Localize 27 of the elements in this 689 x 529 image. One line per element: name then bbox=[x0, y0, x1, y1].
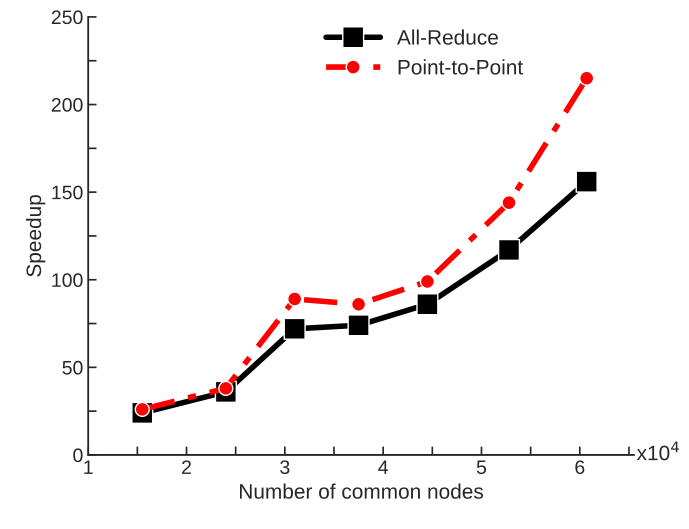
x-tick-label: 1 bbox=[84, 460, 93, 474]
x-tick-label: 6 bbox=[575, 460, 584, 474]
legend-label: Point-to-Point bbox=[398, 59, 524, 75]
y-tick-label: 150 bbox=[52, 186, 83, 200]
y-tick-label: 250 bbox=[52, 10, 83, 24]
y-tick-label: 200 bbox=[52, 98, 83, 112]
x-tick-label: 2 bbox=[182, 460, 191, 474]
point bbox=[416, 293, 439, 316]
legend-label: All-Reduce bbox=[396, 29, 498, 45]
x-axis-title: Number of common nodes bbox=[240, 483, 484, 499]
point bbox=[576, 170, 598, 193]
point bbox=[501, 195, 517, 210]
x-tick-label: 5 bbox=[476, 460, 486, 474]
x-tick-label: 4 bbox=[378, 460, 388, 474]
point bbox=[287, 291, 302, 307]
point bbox=[347, 314, 370, 336]
x-tick-label: 3 bbox=[280, 460, 290, 474]
y-axis-title: Speedup bbox=[26, 195, 46, 277]
y-tick-label: 50 bbox=[62, 360, 83, 375]
y-tick-label: 0 bbox=[73, 448, 83, 462]
y-tick-label: 100 bbox=[52, 273, 83, 287]
point bbox=[350, 296, 366, 312]
point bbox=[420, 274, 436, 290]
point bbox=[498, 238, 520, 262]
text: x10$^{4}$ bbox=[636, 442, 679, 460]
point bbox=[579, 70, 594, 86]
point bbox=[284, 318, 306, 340]
